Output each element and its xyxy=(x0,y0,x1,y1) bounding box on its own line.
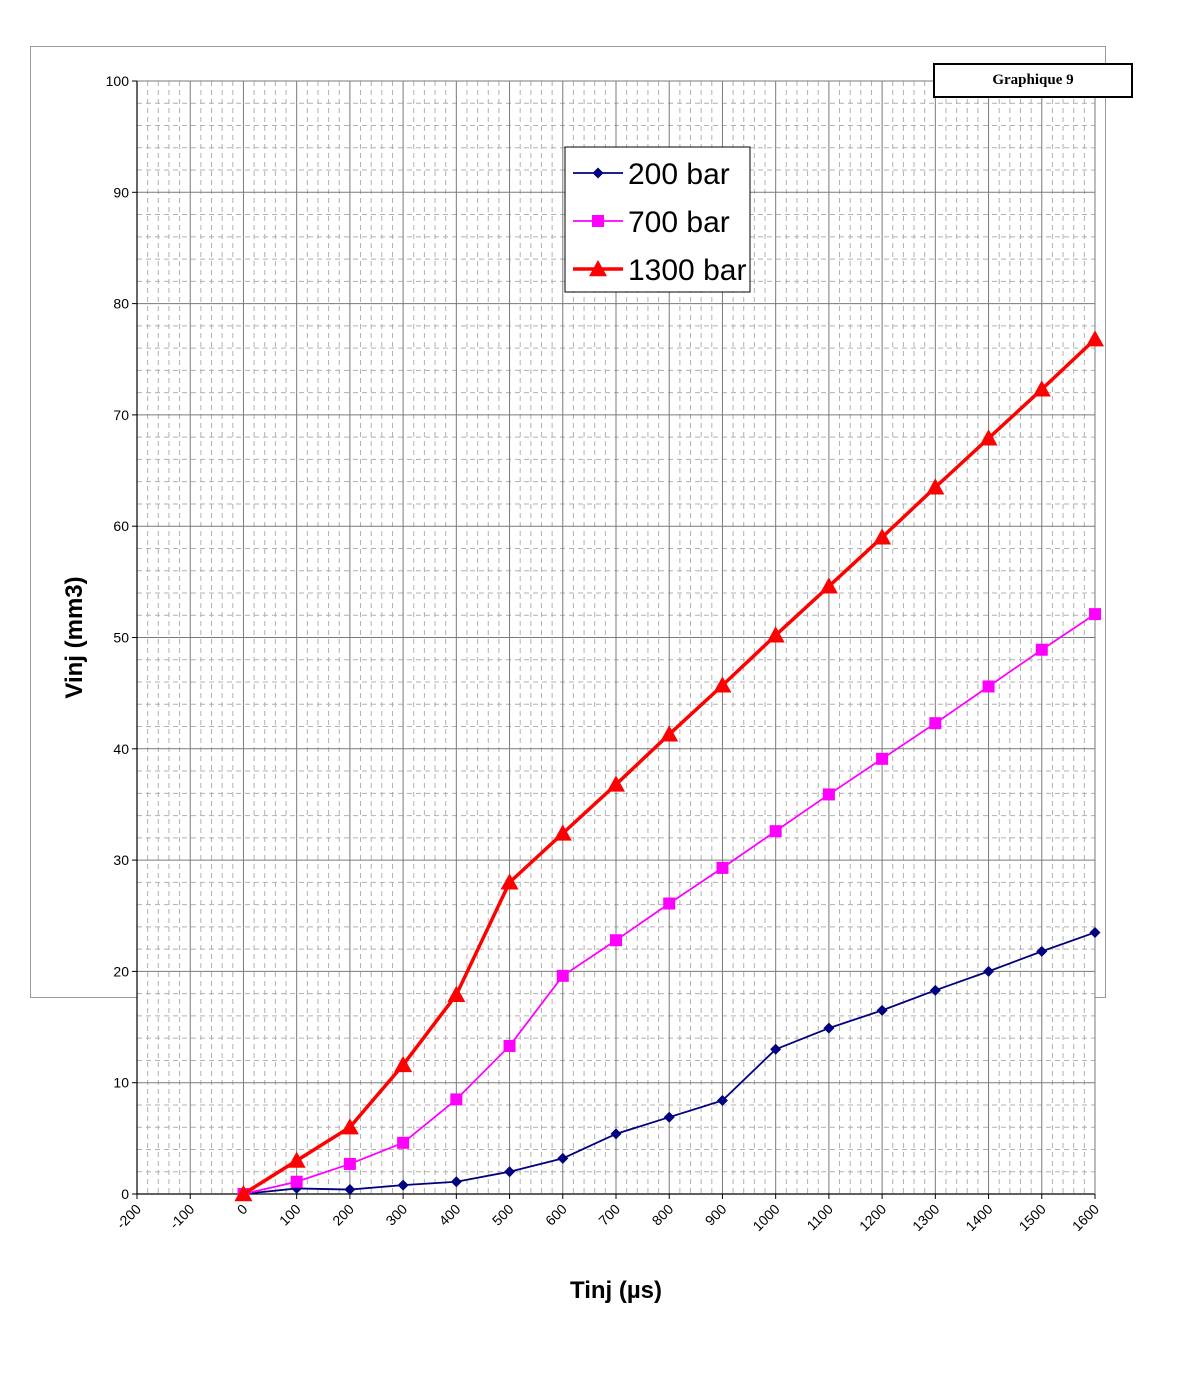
data-point xyxy=(876,1004,888,1016)
x-tick-label: 1000 xyxy=(749,1201,782,1234)
legend-marker xyxy=(589,260,607,277)
data-point xyxy=(983,965,995,977)
x-tick-label: 0 xyxy=(234,1201,251,1218)
data-point xyxy=(450,1176,462,1188)
data-point xyxy=(873,528,892,545)
data-point xyxy=(1032,380,1051,397)
graphique-label: Graphique 9 xyxy=(933,63,1133,98)
data-point xyxy=(1086,330,1104,347)
legend-label: 700 bar xyxy=(628,206,730,239)
y-tick-label: 0 xyxy=(121,1186,129,1202)
y-axis-title: Vinj (mm3) xyxy=(61,576,88,698)
data-point xyxy=(716,861,729,874)
data-point xyxy=(500,873,519,890)
data-point xyxy=(926,478,945,495)
data-point xyxy=(663,1111,675,1123)
series-700-bar xyxy=(237,608,1101,1200)
legend-item: 1300 bar xyxy=(573,254,746,287)
x-axis-title: Tinj (µs) xyxy=(570,1277,662,1304)
data-point xyxy=(344,1184,356,1196)
data-point xyxy=(1089,608,1101,621)
data-point xyxy=(553,824,572,841)
series-1300-bar xyxy=(234,330,1104,1202)
x-tick-label: 900 xyxy=(702,1201,730,1229)
x-tick-label: 500 xyxy=(489,1201,517,1229)
data-point xyxy=(450,1093,463,1106)
data-point xyxy=(766,626,785,643)
data-point xyxy=(823,1022,835,1034)
data-point xyxy=(979,429,998,446)
data-point xyxy=(234,1185,253,1202)
x-tick-label: 1300 xyxy=(909,1201,942,1234)
data-point xyxy=(556,969,569,982)
data-point xyxy=(822,788,835,801)
data-point xyxy=(610,1128,622,1140)
data-point xyxy=(929,984,941,996)
y-tick-label: 20 xyxy=(113,963,129,979)
x-tick-label: -200 xyxy=(113,1201,144,1232)
data-point xyxy=(397,1136,410,1149)
data-point xyxy=(716,1095,728,1107)
y-tick-label: 70 xyxy=(113,407,129,423)
y-tick-label: 60 xyxy=(113,518,129,534)
data-point xyxy=(929,717,942,730)
x-tick-label: 100 xyxy=(276,1201,304,1229)
data-point xyxy=(290,1175,303,1188)
legend-marker xyxy=(592,167,604,179)
x-tick-label: 300 xyxy=(382,1201,410,1229)
data-point xyxy=(287,1151,306,1168)
data-point xyxy=(340,1118,359,1135)
x-tick-label: 800 xyxy=(649,1201,677,1229)
x-tick-label: 700 xyxy=(595,1201,623,1229)
data-point xyxy=(769,825,782,838)
data-point xyxy=(663,897,676,910)
y-tick-label: 30 xyxy=(113,852,129,868)
legend-label: 1300 bar xyxy=(628,254,746,287)
x-tick-label: 1200 xyxy=(856,1201,889,1234)
legend-label: 200 bar xyxy=(628,158,730,191)
data-point xyxy=(819,577,838,594)
data-point xyxy=(982,680,995,693)
y-tick-label: 50 xyxy=(113,630,129,646)
x-tick-label: 400 xyxy=(436,1201,464,1229)
x-tick-label: 1500 xyxy=(1016,1201,1049,1234)
y-tick-label: 40 xyxy=(113,741,129,757)
x-tick-label: 600 xyxy=(542,1201,570,1229)
data-point xyxy=(557,1152,569,1164)
data-point xyxy=(394,1055,413,1073)
x-tick-label: 1100 xyxy=(803,1201,836,1234)
x-tick-label: -100 xyxy=(166,1201,197,1232)
data-point xyxy=(770,1043,782,1055)
y-tick-label: 90 xyxy=(113,184,129,200)
data-point xyxy=(397,1179,409,1191)
y-tick-label: 10 xyxy=(113,1075,129,1091)
legend-marker xyxy=(592,215,604,227)
x-tick-label: 200 xyxy=(329,1201,357,1229)
data-point xyxy=(607,775,625,792)
legend: 200 bar 700 bar 1300 bar xyxy=(564,146,751,293)
x-tick-label: 1600 xyxy=(1069,1201,1102,1234)
data-point xyxy=(504,1166,516,1178)
series-200-bar xyxy=(237,926,1101,1200)
data-point xyxy=(660,725,679,742)
data-point xyxy=(343,1157,356,1170)
data-point xyxy=(1035,643,1048,656)
data-point xyxy=(1089,926,1101,938)
data-point xyxy=(876,752,889,765)
data-point xyxy=(610,934,622,947)
x-tick-label: 1400 xyxy=(962,1201,995,1234)
data-point xyxy=(447,985,466,1002)
y-tick-label: 100 xyxy=(106,73,130,89)
data-point xyxy=(503,1039,516,1052)
data-point xyxy=(713,676,732,693)
legend-item: 700 bar xyxy=(573,206,730,239)
legend-item: 200 bar xyxy=(573,158,730,191)
y-tick-label: 80 xyxy=(113,296,129,312)
data-point xyxy=(1036,945,1048,957)
